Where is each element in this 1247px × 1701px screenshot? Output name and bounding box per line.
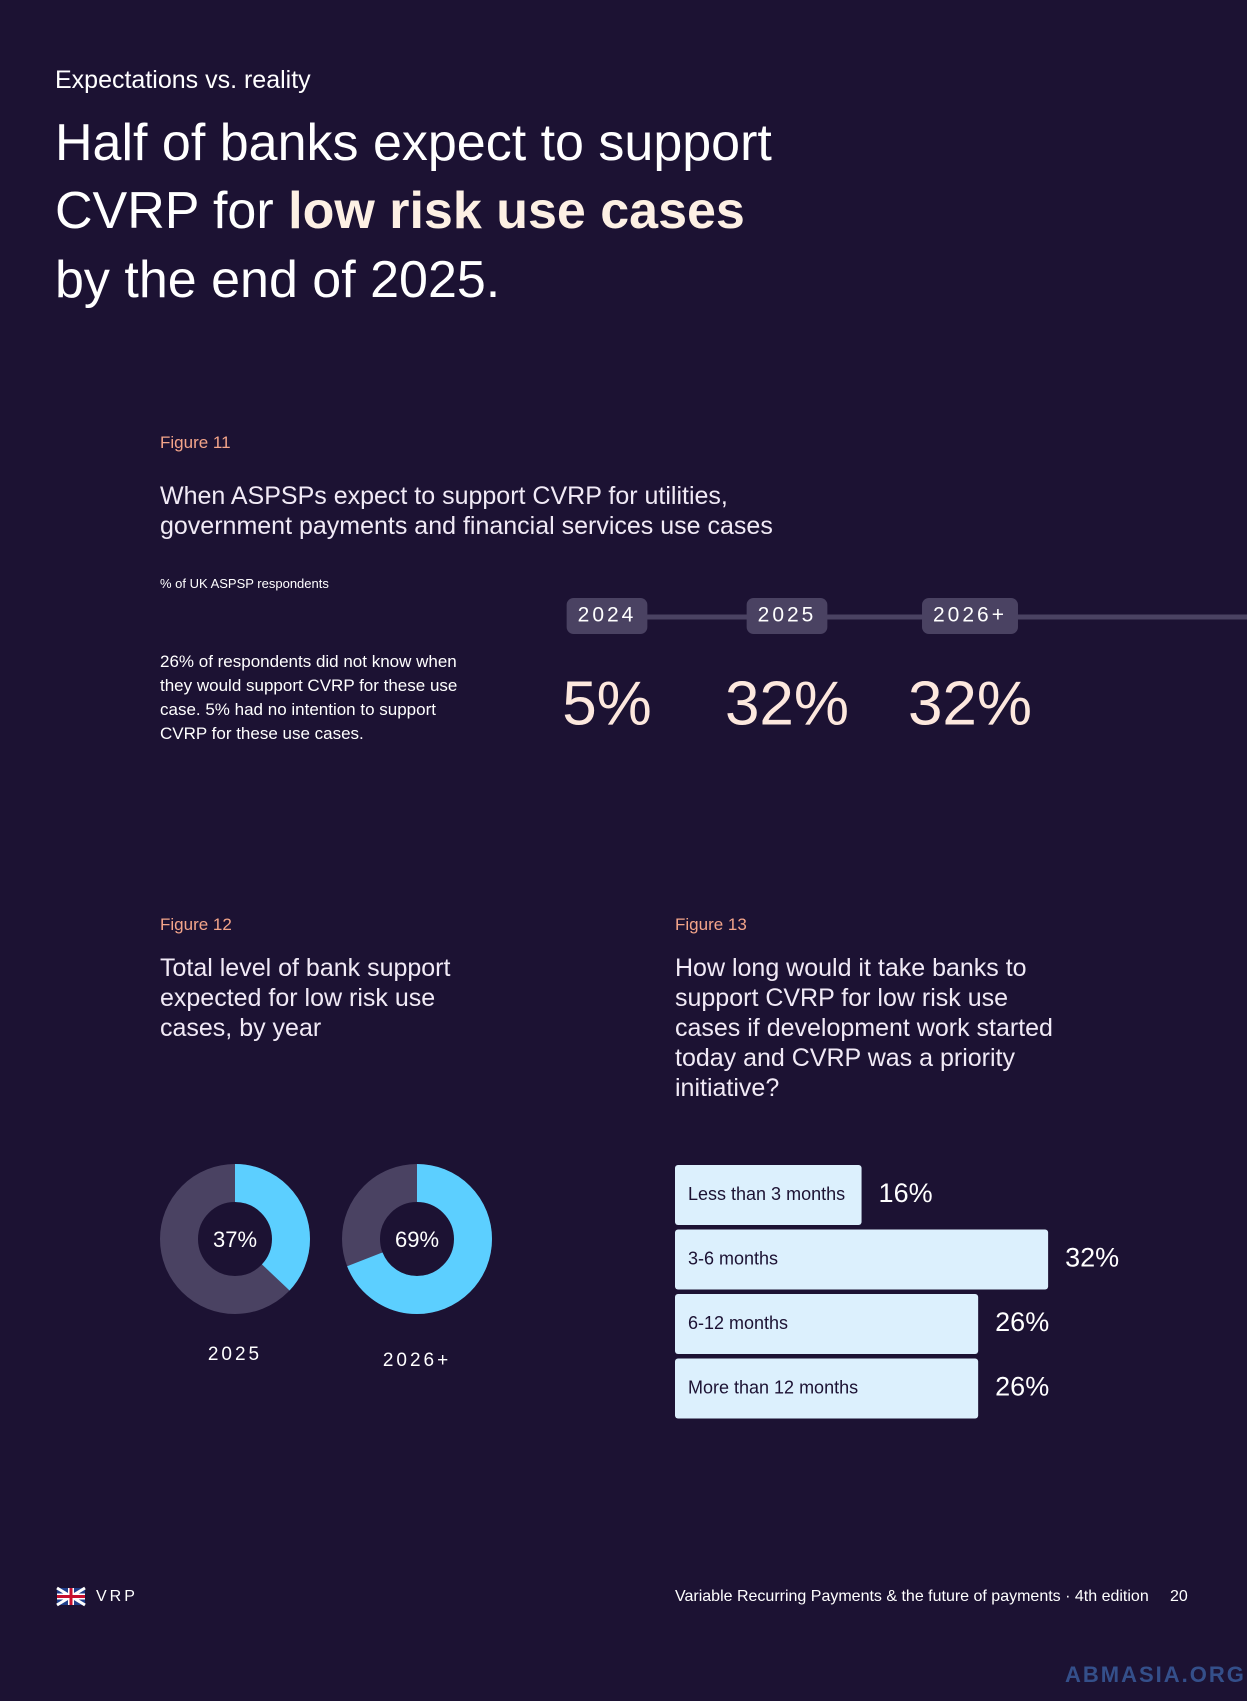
donut-arc xyxy=(160,1164,310,1314)
value-label: 32% xyxy=(908,669,1032,738)
bar xyxy=(675,1294,979,1354)
year-pill xyxy=(566,598,648,634)
figure-subtitle: % of UK ASPSP respondents xyxy=(160,576,329,591)
headline-line: CVRP for low risk use cases xyxy=(55,177,745,245)
bar-category: Less than 3 months xyxy=(688,1184,845,1204)
year-label: 2025 xyxy=(758,604,817,627)
publication: Variable Recurring Payments & the future… xyxy=(675,1588,1149,1605)
donut-year: 2026+ xyxy=(383,1350,451,1371)
figure-label: Figure 13 xyxy=(675,915,747,934)
bar xyxy=(675,1229,1049,1290)
headline-emphasis: low risk use cases xyxy=(288,182,745,240)
headline-line: Half of banks expect to support xyxy=(55,114,772,172)
figure-note: 26% of respondents did not know when the… xyxy=(160,652,458,743)
figure-title: When ASPSPs expect to support CVRP for u… xyxy=(160,482,773,540)
headline-line: by the end of 2025. xyxy=(55,251,501,309)
bar-value: 16% xyxy=(879,1178,933,1208)
year-pill xyxy=(922,598,1018,634)
brand: VRP xyxy=(96,1588,138,1605)
figure-title: Total level of bank support expected for… xyxy=(160,954,451,1042)
page-number: 20 xyxy=(1170,1588,1188,1605)
donut-year: 2025 xyxy=(208,1344,262,1365)
bar xyxy=(675,1358,979,1419)
year-label: 2024 xyxy=(578,604,637,627)
donut-value: 37% xyxy=(213,1227,257,1252)
bar xyxy=(675,1165,862,1225)
bar-category: 6-12 months xyxy=(688,1313,788,1333)
flag xyxy=(56,1586,86,1607)
headline-text: CVRP for xyxy=(55,182,274,240)
donut-arc xyxy=(342,1164,492,1314)
value-label: 5% xyxy=(562,669,652,738)
figure-title: How long would it take banks to support … xyxy=(675,954,1053,1102)
figure-label: Figure 11 xyxy=(160,433,231,452)
year-label: 2026+ xyxy=(933,604,1007,627)
figure-label: Figure 12 xyxy=(160,915,232,934)
watermark: ABMASIA.ORG xyxy=(1065,1662,1246,1687)
bar-category: More than 12 months xyxy=(688,1377,858,1397)
eyebrow: Expectations vs. reality xyxy=(55,66,311,94)
bar-category: 3-6 months xyxy=(688,1248,778,1268)
donut-value: 69% xyxy=(395,1227,439,1252)
bar-value: 26% xyxy=(995,1307,1049,1337)
bar-value: 32% xyxy=(1065,1243,1119,1273)
bar-value: 26% xyxy=(995,1372,1049,1402)
year-pill xyxy=(746,598,828,634)
value-label: 32% xyxy=(725,669,849,738)
